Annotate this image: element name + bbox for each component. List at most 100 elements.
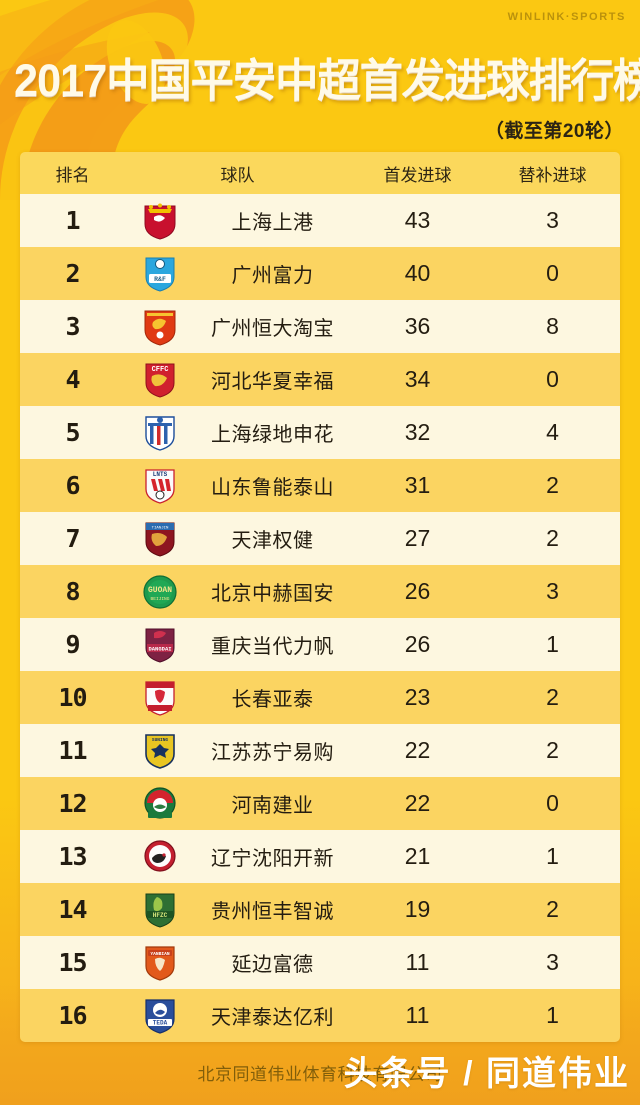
- svg-text:LNTS: LNTS: [153, 471, 168, 478]
- starter-goals-value: 27: [404, 525, 431, 551]
- cell-rank: 6: [20, 471, 125, 500]
- team-name: 广州富力: [231, 265, 314, 287]
- cell-sub-goals: 8: [485, 313, 620, 340]
- column-header-team: 球队: [220, 165, 255, 185]
- team-name: 延边富德: [231, 954, 314, 976]
- cell-rank: 5: [20, 418, 125, 447]
- cell-starter-goals: 19: [350, 896, 485, 923]
- cell-rank: 1: [20, 206, 125, 235]
- rank-value: 15: [58, 948, 87, 977]
- sub-goals-value: 8: [546, 313, 559, 339]
- cell-team: 河南建业: [195, 789, 350, 818]
- guangzhou-rf-crest: R&F: [125, 255, 195, 293]
- sub-goals-value: 2: [546, 525, 559, 551]
- page-title: 2017中国平安中超首发进球排行榜: [14, 55, 640, 106]
- cell-team: 重庆当代力帆: [195, 630, 350, 659]
- sub-goals-value: 2: [546, 472, 559, 498]
- cell-starter-goals: 26: [350, 578, 485, 605]
- cell-team: 山东鲁能泰山: [195, 471, 350, 500]
- team-name: 山东鲁能泰山: [211, 477, 334, 499]
- cell-sub-goals: 2: [485, 896, 620, 923]
- starter-goals-value: 22: [404, 737, 431, 763]
- cell-rank: 4: [20, 365, 125, 394]
- jiangsu-suning-crest: SUNING: [125, 732, 195, 770]
- cell-starter-goals: 34: [350, 366, 485, 393]
- footer-credit: 北京同道伟业体育科技有限公司: [197, 1065, 443, 1084]
- sub-goals-value: 2: [546, 896, 559, 922]
- cell-rank: 15: [20, 948, 125, 977]
- rank-value: 5: [65, 418, 80, 447]
- cell-team: 江苏苏宁易购: [195, 736, 350, 765]
- rank-value: 8: [65, 577, 80, 606]
- page-footer: 北京同道伟业体育科技有限公司 头条号 / 同道伟业: [0, 1042, 640, 1102]
- rank-value: 3: [65, 312, 80, 341]
- shanghai-sipg-crest: [125, 202, 195, 240]
- cell-starter-goals: 23: [350, 684, 485, 711]
- cell-starter-goals: 21: [350, 843, 485, 870]
- cell-team: 广州恒大淘宝: [195, 312, 350, 341]
- sub-goals-value: 1: [546, 1002, 559, 1028]
- svg-text:CFFC: CFFC: [152, 366, 169, 374]
- toutiao-watermark: 头条号 / 同道伟业: [343, 1055, 630, 1093]
- starter-goals-value: 32: [404, 419, 431, 445]
- cell-rank: 10: [20, 683, 125, 712]
- cell-team: 贵州恒丰智诚: [195, 895, 350, 924]
- cell-team: 长春亚泰: [195, 683, 350, 712]
- cell-team: 北京中赫国安: [195, 577, 350, 606]
- table-row: 8 GUOAN BEIJING 北京中赫国安 26 3: [20, 565, 620, 618]
- svg-text:TIANJIN: TIANJIN: [152, 526, 169, 530]
- svg-text:DANGDAI: DANGDAI: [148, 645, 171, 652]
- sub-goals-value: 3: [546, 949, 559, 975]
- svg-text:TEDA: TEDA: [153, 1019, 168, 1026]
- cell-team: 辽宁沈阳开新: [195, 842, 350, 871]
- shanghai-shenhua-crest: [125, 414, 195, 452]
- team-name: 天津泰达亿利: [211, 1007, 334, 1029]
- guizhou-hengfeng-crest: HFZC: [125, 891, 195, 929]
- cell-sub-goals: 2: [485, 525, 620, 552]
- cell-sub-goals: 0: [485, 790, 620, 817]
- cell-sub-goals: 2: [485, 737, 620, 764]
- cell-rank: 9: [20, 630, 125, 659]
- changchun-yatai-crest: [125, 679, 195, 717]
- cell-starter-goals: 22: [350, 790, 485, 817]
- cell-sub-goals: 3: [485, 949, 620, 976]
- sub-goals-value: 1: [546, 631, 559, 657]
- svg-text:YANBIAN: YANBIAN: [150, 950, 170, 956]
- winlink-sports-logo: WINLINK·SPORTS: [507, 11, 626, 23]
- cell-rank: 2: [20, 259, 125, 288]
- team-name: 河北华夏幸福: [211, 371, 334, 393]
- beijing-guoan-crest: GUOAN BEIJING: [125, 573, 195, 611]
- column-header-rank: 排名: [55, 165, 90, 185]
- starter-goals-value: 26: [404, 631, 431, 657]
- svg-text:HFZC: HFZC: [153, 911, 168, 918]
- table-body: 1 上海上港 43 3 2 R&F 广州富力 40 0 3 广州恒大淘宝 36 8 4 CFFC 河…: [20, 194, 620, 1042]
- cell-starter-goals: 40: [350, 260, 485, 287]
- rank-value: 13: [58, 842, 87, 871]
- team-name: 贵州恒丰智诚: [211, 901, 334, 923]
- table-row: 1 上海上港 43 3: [20, 194, 620, 247]
- team-name: 广州恒大淘宝: [211, 318, 334, 340]
- cell-starter-goals: 43: [350, 207, 485, 234]
- team-name: 上海上港: [231, 212, 314, 234]
- table-row: 2 R&F 广州富力 40 0: [20, 247, 620, 300]
- cell-rank: 7: [20, 524, 125, 553]
- rank-value: 7: [65, 524, 80, 553]
- table-row: 11 SUNING 江苏苏宁易购 22 2: [20, 724, 620, 777]
- cell-rank: 8: [20, 577, 125, 606]
- rank-value: 2: [65, 259, 80, 288]
- cell-sub-goals: 3: [485, 578, 620, 605]
- tianjin-teda-crest: TEDA: [125, 997, 195, 1035]
- sub-goals-value: 0: [546, 366, 559, 392]
- table-row: 7 TIANJIN 天津权健 27 2: [20, 512, 620, 565]
- starter-goals-value: 26: [404, 578, 431, 604]
- cell-starter-goals: 26: [350, 631, 485, 658]
- cell-team: 上海绿地申花: [195, 418, 350, 447]
- cell-sub-goals: 4: [485, 419, 620, 446]
- cell-sub-goals: 2: [485, 684, 620, 711]
- table-row: 15 YANBIAN 延边富德 11 3: [20, 936, 620, 989]
- rank-value: 10: [58, 683, 87, 712]
- starter-goals-value: 23: [404, 684, 431, 710]
- starter-goals-value: 11: [405, 949, 430, 975]
- table-row: 12 河南建业 22 0: [20, 777, 620, 830]
- tianjin-quanjian-crest: TIANJIN: [125, 520, 195, 558]
